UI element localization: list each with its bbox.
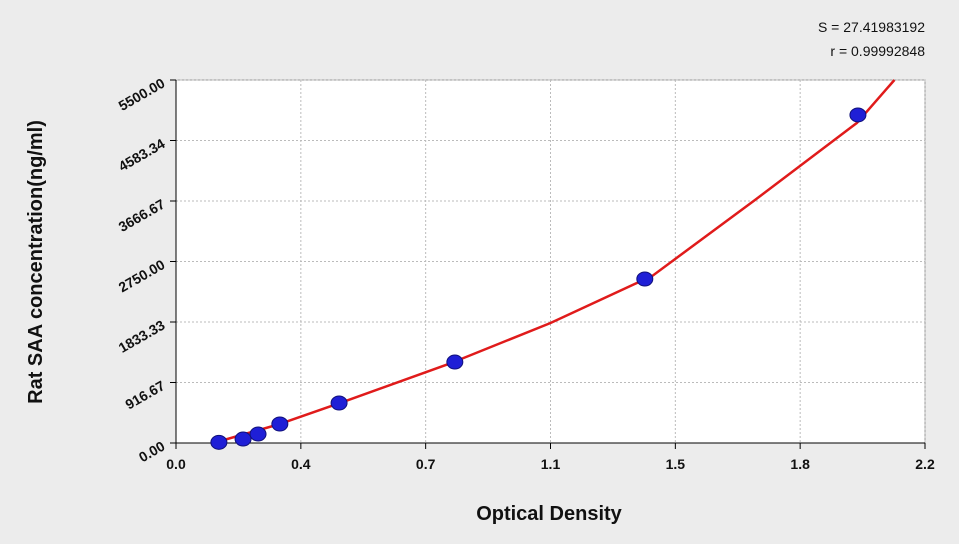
x-tick-label: 1.8: [790, 456, 810, 472]
y-tick-label: 4583.34: [116, 135, 168, 174]
x-tick-label: 1.5: [666, 456, 686, 472]
y-axis-label: Rat SAA concentration(ng/ml): [25, 120, 47, 404]
y-tick-label: 2750.00: [116, 256, 168, 295]
y-tick-label: 0.00: [136, 438, 168, 466]
annotation: S = 27.41983192: [818, 19, 925, 35]
x-tick-label: 1.1: [541, 456, 561, 472]
annotation: r = 0.99992848: [830, 43, 925, 59]
data-point: [636, 271, 654, 287]
data-point: [210, 434, 228, 450]
x-tick-label: 0.0: [166, 456, 186, 472]
data-point: [446, 354, 464, 370]
x-tick-label: 0.4: [291, 456, 311, 472]
y-tick-label: 5500.00: [116, 75, 168, 114]
data-point: [271, 416, 289, 432]
fit-curve: [213, 79, 896, 445]
y-tick-label: 916.67: [122, 377, 167, 412]
data-point: [249, 426, 267, 442]
data-point: [330, 395, 348, 411]
x-axis-label: Optical Density: [476, 503, 622, 525]
y-tick-label: 1833.33: [116, 317, 168, 356]
data-point: [849, 107, 867, 123]
x-tick-label: 0.7: [416, 456, 436, 472]
y-tick-label: 3666.67: [116, 196, 168, 235]
x-tick-label: 2.2: [915, 456, 935, 472]
data-point: [234, 431, 252, 447]
